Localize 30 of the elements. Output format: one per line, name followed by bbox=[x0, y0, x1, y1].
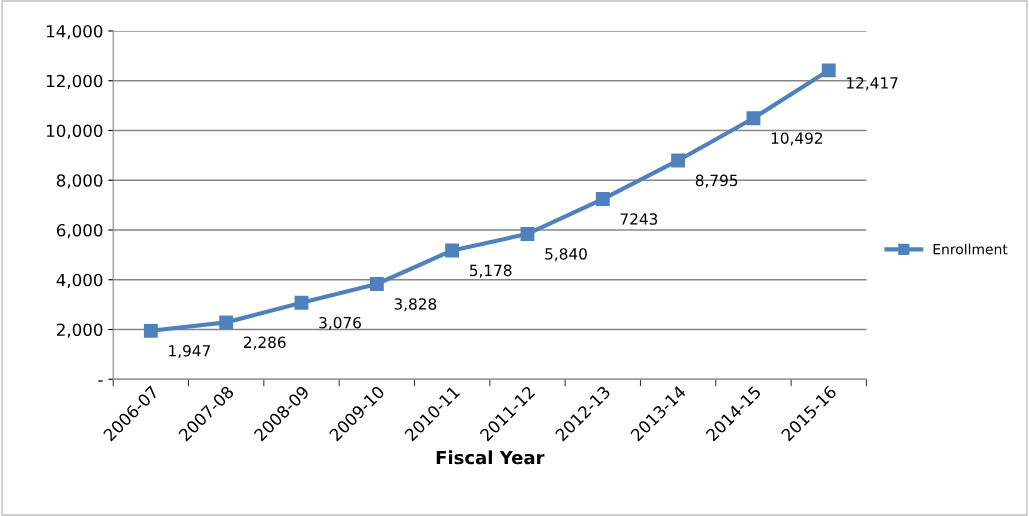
data-label: 7243 bbox=[620, 213, 658, 225]
point bbox=[595, 192, 610, 207]
data-label: 1,947 bbox=[169, 344, 210, 359]
data-label: 5,178 bbox=[469, 264, 512, 278]
point bbox=[746, 111, 761, 126]
y-tick-label: 4,000 bbox=[56, 273, 103, 289]
y-tick-label: 14,000 bbox=[46, 24, 103, 40]
x-axis-title: Fiscal Year bbox=[436, 450, 545, 465]
data-label: 12,417 bbox=[847, 77, 898, 91]
point bbox=[445, 243, 460, 258]
point bbox=[520, 227, 535, 241]
data-label: 5,840 bbox=[545, 248, 587, 262]
y-tick-label: 10,000 bbox=[46, 124, 103, 139]
data-label: 10,492 bbox=[771, 132, 823, 146]
point bbox=[671, 153, 686, 168]
point bbox=[294, 295, 309, 310]
point bbox=[369, 277, 384, 291]
point bbox=[219, 315, 234, 330]
y-tick-label: 6,000 bbox=[56, 223, 103, 239]
data-label: 3,828 bbox=[394, 298, 437, 312]
y-tick-label: 12,000 bbox=[46, 74, 103, 89]
data-label: 3,076 bbox=[319, 316, 361, 331]
y-tick-label: 2,000 bbox=[56, 323, 103, 338]
legend-label: Enrollment bbox=[933, 243, 1008, 255]
data-label: 2,286 bbox=[243, 336, 286, 350]
y-tick-label: 8,000 bbox=[56, 174, 103, 189]
point bbox=[821, 63, 836, 78]
point bbox=[143, 323, 158, 338]
y-tick-label: - bbox=[98, 380, 103, 382]
data-label: 8,795 bbox=[695, 174, 738, 188]
